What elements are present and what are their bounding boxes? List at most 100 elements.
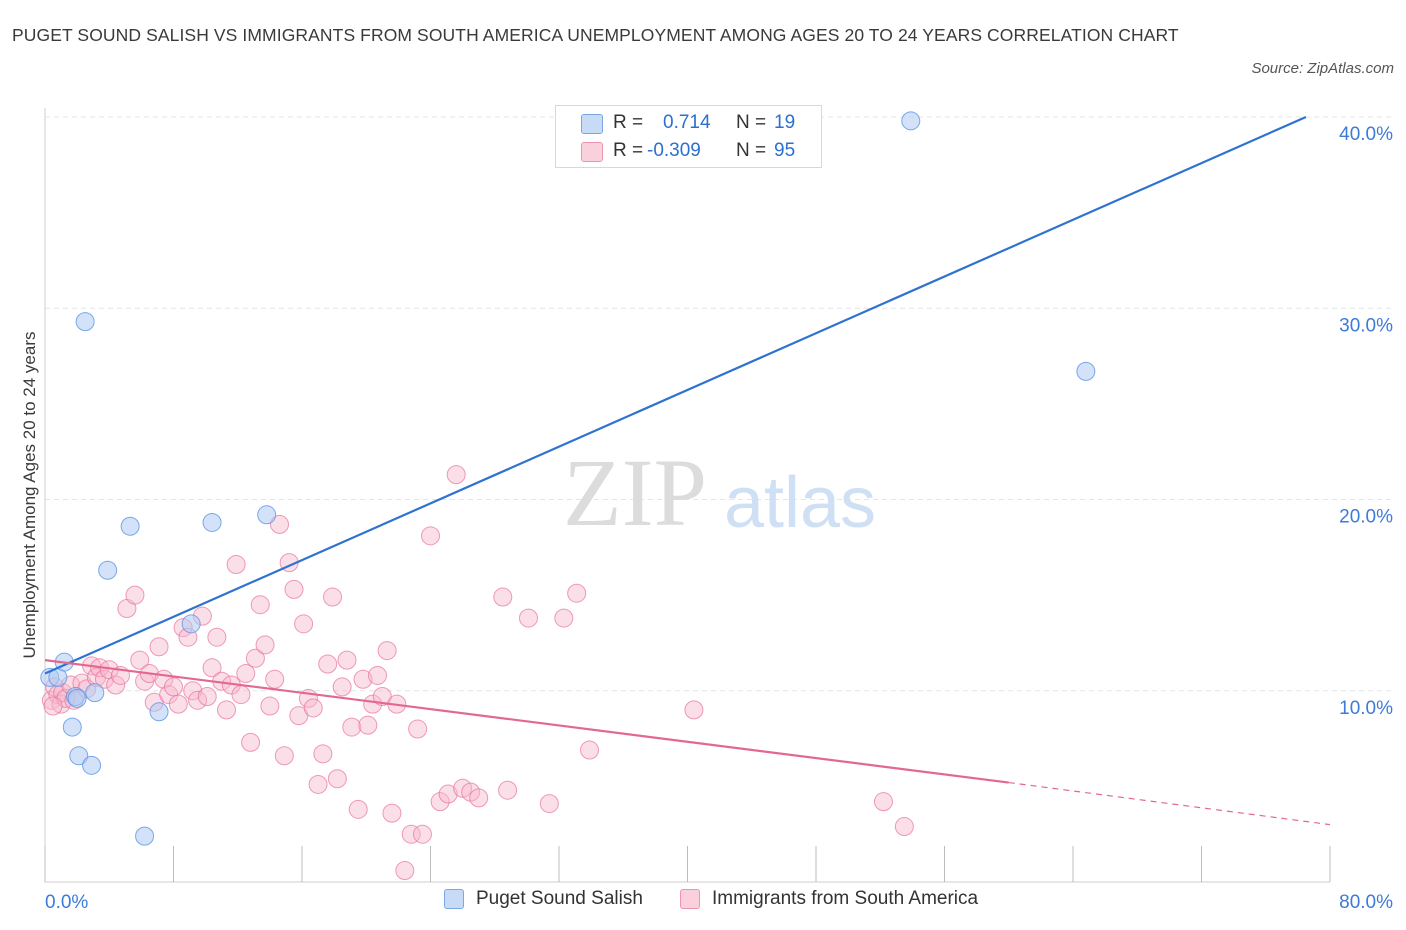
trend-line-immigrants: [44, 659, 1009, 784]
point-immigrants-59: [323, 587, 343, 607]
point-immigrants-65: [353, 669, 373, 689]
y-tick-label-1: 20.0%: [1339, 507, 1393, 528]
point-immigrants-15: [106, 675, 126, 695]
point-immigrants-85: [498, 780, 518, 800]
point-immigrants-68: [367, 665, 387, 685]
point-salish-15: [202, 512, 222, 532]
point-immigrants-51: [284, 579, 304, 599]
point-immigrants-89: [567, 583, 587, 603]
point-immigrants-66: [358, 715, 378, 735]
point-salish-17: [901, 111, 921, 131]
point-immigrants-71: [382, 803, 402, 823]
point-immigrants-47: [265, 669, 285, 689]
point-immigrants-63: [342, 717, 362, 737]
point-immigrants-48: [270, 514, 290, 534]
point-immigrants-26: [164, 677, 183, 697]
y-tick-label-0: 10.0%: [1339, 698, 1393, 719]
y-tick-label-2: 30.0%: [1339, 315, 1393, 336]
y-tick-label-3: 40.0%: [1339, 124, 1393, 145]
point-immigrants-91: [684, 700, 704, 720]
stats-legend: R = 0.714 N = 19 R = -0.309 N = 95: [555, 105, 822, 168]
point-immigrants-57: [313, 744, 333, 764]
watermark-atlas: atlas: [724, 463, 876, 543]
stats-swatch-salish: [581, 114, 603, 134]
point-immigrants-74: [401, 824, 421, 844]
stats-n-label-2: N =: [736, 140, 767, 161]
point-salish-14: [181, 614, 201, 634]
point-salish-3: [62, 717, 82, 737]
stats-r-label-2: R =: [613, 140, 644, 161]
point-salish-10: [98, 560, 118, 580]
point-immigrants-13: [94, 669, 114, 689]
source-label: Source: ZipAtlas.com: [1251, 60, 1394, 77]
point-immigrants-58: [318, 654, 338, 674]
trend-lines: [44, 115, 1331, 826]
stats-r-label: R =: [613, 112, 644, 133]
point-immigrants-42: [241, 732, 261, 752]
point-salish-6: [69, 746, 89, 766]
point-immigrants-94: [43, 696, 63, 716]
point-immigrants-43: [245, 648, 265, 668]
legend-label-salish: Puget Sound Salish: [476, 888, 643, 909]
point-immigrants-27: [168, 694, 188, 714]
x-tick-label-0: 0.0%: [45, 892, 88, 913]
trend-line-salish: [44, 115, 1307, 675]
point-immigrants-34: [202, 658, 222, 678]
point-immigrants-90: [580, 740, 600, 760]
grid-lines: [45, 116, 1395, 692]
point-immigrants-93: [894, 817, 914, 837]
y-axis-label: Unemployment Among Ages 20 to 24 years: [20, 331, 39, 659]
legend-swatch-immigrants: [680, 889, 700, 909]
point-immigrants-86: [518, 608, 538, 628]
stats-n-value-immigrants: 95: [774, 140, 796, 161]
point-immigrants-83: [469, 788, 489, 808]
point-salish-11: [120, 516, 140, 536]
point-immigrants-56: [308, 774, 328, 794]
trend-line-immigrants-extension: [1008, 781, 1331, 826]
chart-title: PUGET SOUND SALISH VS IMMIGRANTS FROM SO…: [12, 25, 1179, 45]
legend-label-immigrants: Immigrants from South America: [712, 888, 979, 909]
stats-r-value-salish: 0.714: [663, 112, 711, 133]
watermark: ZIP atlas: [563, 439, 876, 546]
point-immigrants-49: [274, 746, 294, 766]
point-immigrants-84: [493, 587, 513, 607]
stats-n-value-salish: 19: [774, 112, 796, 133]
point-immigrants-61: [332, 677, 352, 697]
point-immigrants-46: [260, 696, 280, 716]
point-salish-18: [1076, 361, 1096, 381]
point-immigrants-53: [294, 614, 314, 634]
stats-n-label: N =: [736, 112, 767, 133]
point-salish-7: [75, 312, 95, 332]
point-immigrants-39: [226, 555, 246, 575]
bottom-legend: Puget Sound Salish Immigrants from South…: [0, 888, 1406, 916]
point-salish-8: [82, 755, 102, 775]
legend-item-immigrants[interactable]: Immigrants from South America: [680, 888, 978, 910]
point-immigrants-80: [446, 465, 466, 485]
series-salish-points: [40, 111, 1096, 846]
point-salish-16: [257, 505, 277, 525]
point-immigrants-87: [539, 794, 559, 814]
point-immigrants-88: [554, 608, 574, 628]
point-salish-13: [149, 702, 169, 722]
point-immigrants-70: [377, 641, 397, 661]
point-immigrants-60: [327, 769, 347, 789]
point-immigrants-35: [207, 627, 227, 647]
x-tick-label-1: 80.0%: [1339, 892, 1393, 913]
point-immigrants-76: [412, 824, 432, 844]
series-immigrants-points: [41, 465, 914, 881]
axes: [44, 108, 1331, 883]
point-immigrants-19: [130, 650, 150, 670]
point-immigrants-41: [236, 664, 256, 684]
point-immigrants-18: [125, 585, 145, 605]
legend-item-salish[interactable]: Puget Sound Salish: [444, 888, 643, 910]
point-immigrants-44: [250, 595, 270, 615]
point-immigrants-23: [149, 637, 169, 657]
point-salish-12: [135, 826, 155, 846]
point-immigrants-40: [231, 685, 251, 705]
point-immigrants-62: [337, 650, 357, 670]
point-immigrants-92: [873, 792, 893, 812]
point-salish-9: [85, 683, 105, 703]
point-immigrants-78: [430, 792, 450, 812]
tick-labels: 10.0% 20.0% 30.0% 40.0% 0.0% 80.0%: [45, 124, 1393, 913]
